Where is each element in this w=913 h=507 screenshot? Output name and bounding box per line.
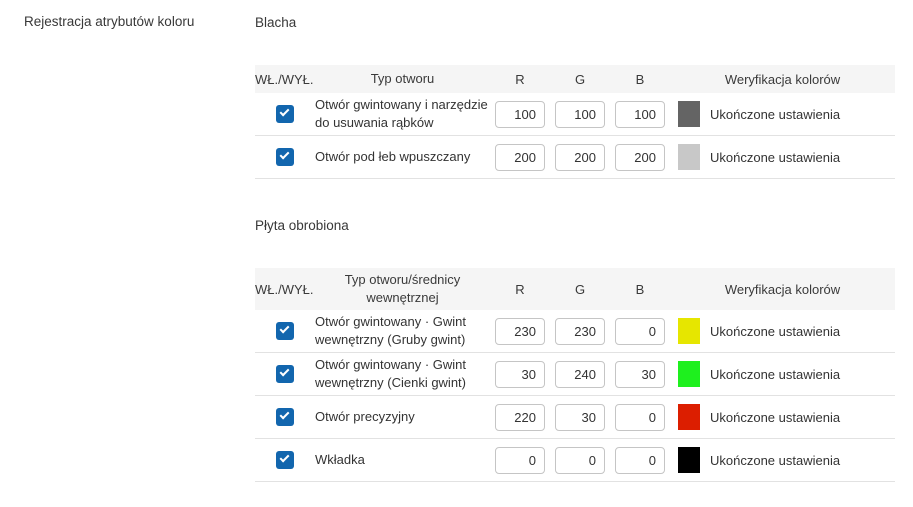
r-value-input[interactable] [495,403,545,431]
b-value-input[interactable] [615,360,665,388]
status-label: Ukończone ustawienia [710,106,841,122]
settings-item-label: Rejestracja atrybutów koloru [24,14,195,29]
b-value-input[interactable] [615,100,665,128]
g-value-input[interactable] [555,143,605,171]
column-header-type: Typ otworu/średnicy wewnętrznej [344,272,461,305]
section-blacha: Blacha WŁ./WYŁ. Typ otworu R G B Weryfik… [255,14,895,179]
checkmark-icon [279,452,289,463]
enable-checkbox[interactable] [276,105,294,123]
r-value-input[interactable] [495,446,545,474]
color-table: WŁ./WYŁ. Typ otworu/średnicy wewnętrznej… [255,268,895,482]
column-header-b: B [635,71,645,87]
r-value-input[interactable] [495,317,545,345]
column-header-r: R [515,71,525,87]
color-swatch [678,101,700,127]
section-plyta-obrobiona: Płyta obrobiona WŁ./WYŁ. Typ otworu/śred… [255,217,895,482]
color-swatch [678,404,700,430]
b-value-input[interactable] [615,143,665,171]
checkmark-icon [279,366,289,377]
enable-checkbox[interactable] [276,365,294,383]
section-title: Płyta obrobiona [255,218,349,233]
column-header-verify: Weryfikacja kolorów [724,281,841,297]
r-value-input[interactable] [495,143,545,171]
hole-type-label: Otwór precyzyjny [315,409,415,424]
table-row: Otwór pod łeb wpuszczany Ukończone ustaw… [255,136,895,179]
table-body: Otwór gwintowany · Gwint wewnętrzny (Gru… [255,310,895,482]
r-value-input[interactable] [495,100,545,128]
section-title: Blacha [255,15,297,30]
table-row: Wkładka Ukończone ustawienia [255,439,895,482]
hole-type-label: Otwór gwintowany · Gwint wewnętrzny (Gru… [315,314,466,347]
color-swatch [678,318,700,344]
g-value-input[interactable] [555,446,605,474]
table-header-row: WŁ./WYŁ. Typ otworu/średnicy wewnętrznej… [255,268,895,310]
column-header-verify: Weryfikacja kolorów [724,71,841,87]
status-label: Ukończone ustawienia [710,409,841,425]
column-header-r: R [515,281,525,297]
enable-checkbox[interactable] [276,148,294,166]
table-row: Otwór gwintowany · Gwint wewnętrzny (Cie… [255,353,895,396]
color-swatch [678,144,700,170]
column-header-g: G [574,281,586,297]
table-header-row: WŁ./WYŁ. Typ otworu R G B Weryfikacja ko… [255,65,895,93]
column-header-toggle: WŁ./WYŁ. [255,71,314,87]
color-swatch [678,361,700,387]
status-label: Ukończone ustawienia [710,366,841,382]
r-value-input[interactable] [495,360,545,388]
hole-type-label: Otwór gwintowany · Gwint wewnętrzny (Cie… [315,357,466,390]
g-value-input[interactable] [555,317,605,345]
column-header-type: Typ otworu [370,71,435,86]
checkmark-icon [279,409,289,420]
color-swatch [678,447,700,473]
status-label: Ukończone ustawienia [710,149,841,165]
checkmark-icon [279,106,289,117]
column-header-toggle: WŁ./WYŁ. [255,281,314,297]
hole-type-label: Otwór pod łeb wpuszczany [315,149,471,164]
b-value-input[interactable] [615,317,665,345]
enable-checkbox[interactable] [276,408,294,426]
color-table: WŁ./WYŁ. Typ otworu R G B Weryfikacja ko… [255,65,895,179]
g-value-input[interactable] [555,100,605,128]
table-row: Otwór gwintowany i narzędzie do usuwania… [255,93,895,136]
b-value-input[interactable] [615,446,665,474]
g-value-input[interactable] [555,403,605,431]
b-value-input[interactable] [615,403,665,431]
hole-type-label: Otwór gwintowany i narzędzie do usuwania… [315,97,488,130]
table-body: Otwór gwintowany i narzędzie do usuwania… [255,93,895,179]
enable-checkbox[interactable] [276,322,294,340]
table-row: Otwór precyzyjny Ukończone ustawienia [255,396,895,439]
checkmark-icon [279,149,289,160]
column-header-g: G [574,71,586,87]
checkmark-icon [279,323,289,334]
hole-type-label: Wkładka [315,452,365,467]
g-value-input[interactable] [555,360,605,388]
enable-checkbox[interactable] [276,451,294,469]
column-header-b: B [635,281,645,297]
table-row: Otwór gwintowany · Gwint wewnętrzny (Gru… [255,310,895,353]
status-label: Ukończone ustawienia [710,323,841,339]
color-attribute-panel: Blacha WŁ./WYŁ. Typ otworu R G B Weryfik… [255,14,895,482]
status-label: Ukończone ustawienia [710,452,841,468]
